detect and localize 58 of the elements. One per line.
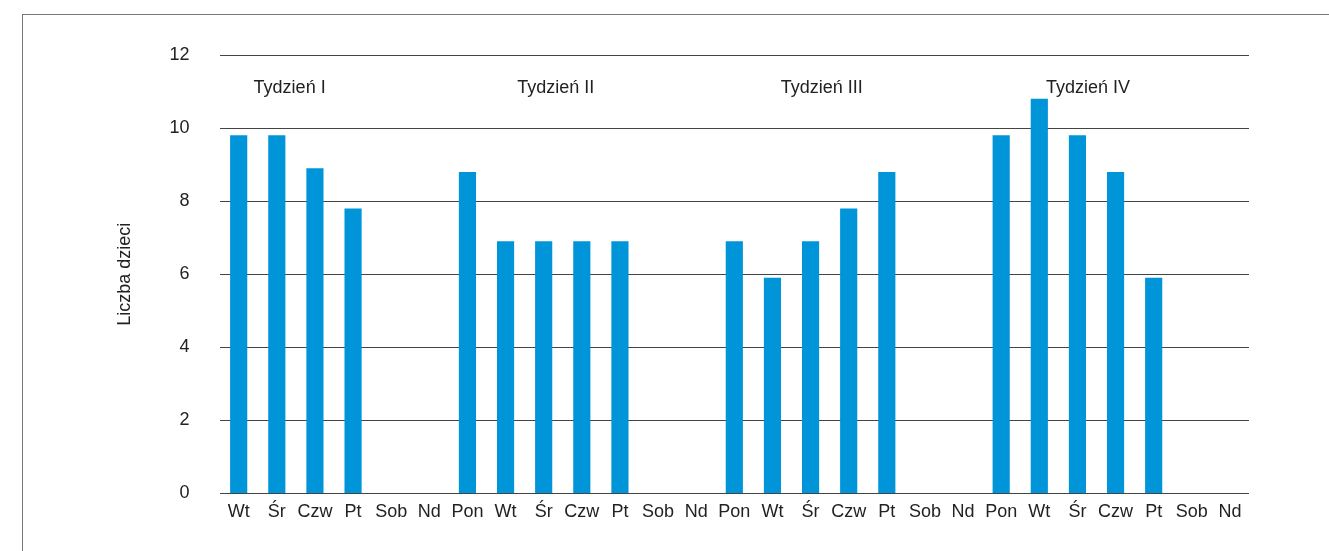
bar [344, 208, 362, 493]
bar [1030, 98, 1048, 493]
y-tick-label: 4 [179, 336, 190, 357]
x-tick-label: Pon [451, 501, 484, 522]
bar [1068, 135, 1087, 493]
x-tick-label: Sob [375, 501, 408, 522]
y-tick-label: 12 [169, 43, 190, 64]
bar [801, 241, 820, 493]
bar [458, 171, 477, 493]
bar [268, 135, 286, 493]
x-tick-label: Wt [761, 501, 784, 522]
annotation: Tydzień IV [1045, 76, 1130, 97]
bar [1145, 277, 1163, 493]
bar [611, 241, 629, 493]
x-tick-label: Wt [494, 501, 517, 522]
bar [763, 277, 782, 493]
bar [496, 241, 515, 493]
x-tick-label: Nd [417, 501, 441, 522]
x-tick-label: Sob [1175, 501, 1208, 522]
x-tick-label: Pt [878, 501, 896, 522]
x-tick-label: Nd [684, 501, 708, 522]
y-axis-title: Liczba dzieci [113, 222, 134, 326]
annotation: Tydzień I [253, 76, 326, 97]
annotation: Tydzień II [517, 76, 595, 97]
y-tick-label: 2 [179, 409, 190, 430]
x-tick-label: Czw [564, 501, 601, 522]
x-tick-label: Śr [1068, 500, 1087, 522]
y-tick-label: 6 [179, 263, 190, 284]
x-tick-label: Pt [1145, 501, 1163, 522]
x-tick-label: Sob [908, 501, 941, 522]
bar [840, 208, 858, 493]
bar [573, 241, 591, 493]
y-tick-label: 8 [179, 190, 190, 211]
bar [535, 241, 553, 493]
x-tick-label: Wt [1028, 501, 1051, 522]
y-tick-label: 10 [169, 117, 190, 138]
bar [306, 168, 324, 493]
bar [725, 241, 743, 493]
x-tick-label: Śr [534, 500, 553, 522]
x-tick-label: Pt [611, 501, 629, 522]
x-tick-label: Sob [642, 501, 675, 522]
bar [992, 135, 1010, 493]
bar [1106, 171, 1125, 493]
x-tick-label: Śr [267, 500, 286, 522]
x-tick-label: Czw [831, 501, 868, 522]
x-tick-label: Pt [344, 501, 362, 522]
x-tick-label: Wt [227, 501, 250, 522]
x-tick-label: Nd [1218, 501, 1242, 522]
x-tick-label: Czw [1098, 501, 1135, 522]
x-tick-label: Nd [951, 501, 975, 522]
bar [878, 171, 896, 493]
x-tick-label: Pon [985, 501, 1018, 522]
bar [230, 135, 248, 493]
x-tick-label: Śr [801, 500, 820, 522]
y-tick-label: 0 [179, 482, 190, 503]
annotation: Tydzień III [780, 76, 863, 97]
x-tick-label: Czw [297, 501, 334, 522]
x-tick-label: Pon [718, 501, 751, 522]
